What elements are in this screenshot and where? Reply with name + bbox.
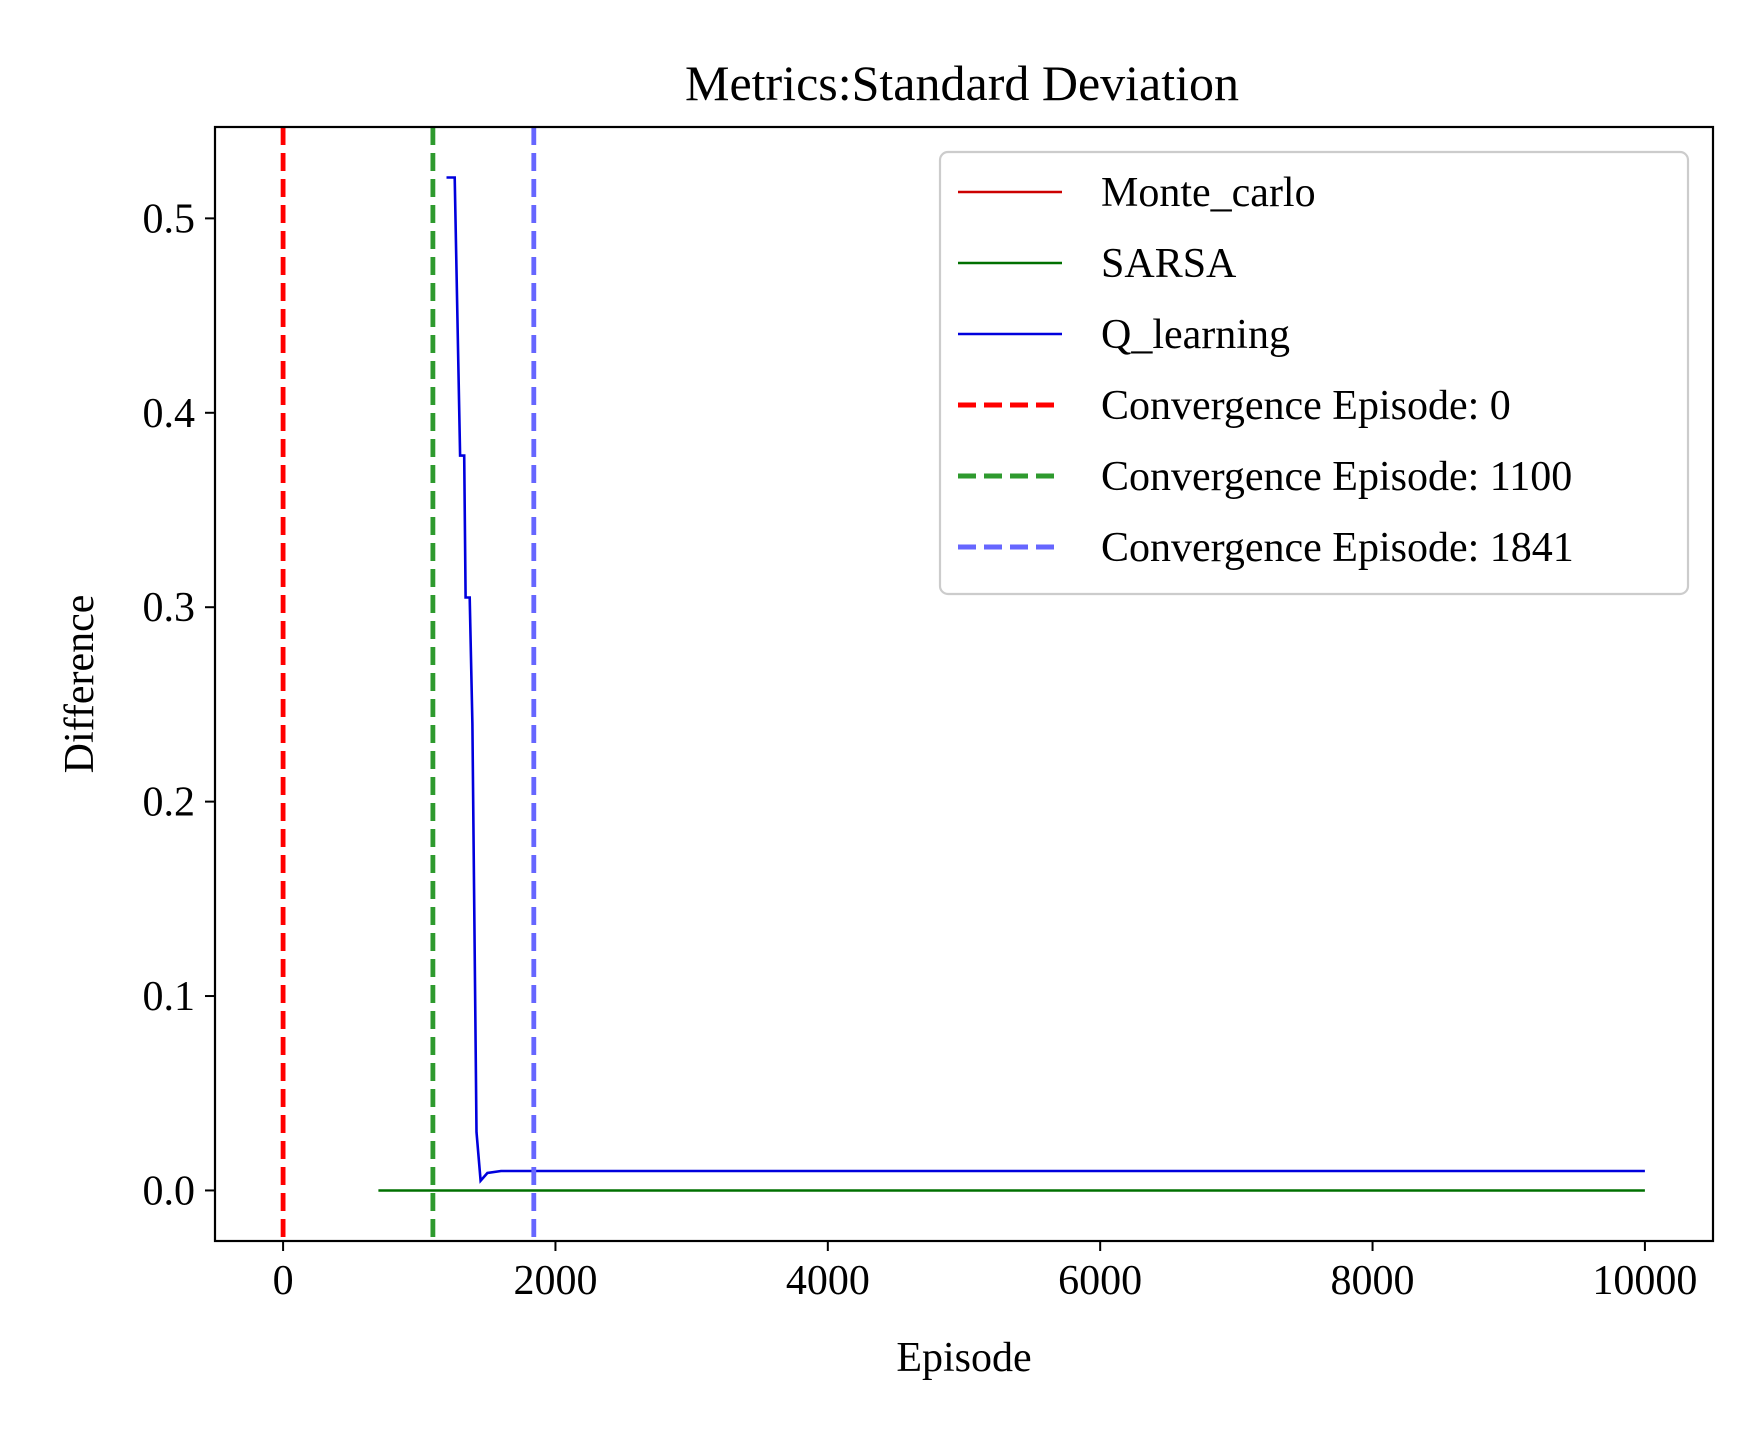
series-line-q-learning bbox=[446, 176, 1645, 1184]
x-tick-label: 10000 bbox=[1592, 1258, 1697, 1304]
chart-title: Metrics:Standard Deviation bbox=[685, 55, 1239, 111]
plot-lines bbox=[280, 127, 1645, 1241]
y-tick-label: 0.1 bbox=[143, 974, 196, 1020]
legend-label: Monte_carlo bbox=[1101, 170, 1316, 216]
y-tick-label: 0.2 bbox=[143, 780, 196, 826]
plot-frame bbox=[213, 125, 1715, 1243]
legend: Monte_carlo SARSA Q_learning Convergence Ep… bbox=[938, 150, 1690, 596]
y-tick-label: 0.5 bbox=[143, 196, 196, 242]
y-tick-label: 0.3 bbox=[143, 585, 196, 631]
y-axis-label: Difference bbox=[57, 595, 103, 774]
y-tick-label: 0.4 bbox=[143, 391, 196, 437]
legend-label: Q_learning bbox=[1101, 312, 1290, 358]
legend-label: Convergence Episode: 1100 bbox=[1101, 454, 1572, 500]
x-axis-label: Episode bbox=[896, 1335, 1031, 1381]
x-tick-label: 0 bbox=[273, 1258, 294, 1304]
legend-frame bbox=[938, 150, 1690, 596]
x-tick-label: 4000 bbox=[786, 1258, 870, 1304]
y-tick-label: 0.0 bbox=[143, 1168, 196, 1214]
legend-label: Convergence Episode: 0 bbox=[1101, 383, 1511, 429]
x-tick-label: 8000 bbox=[1331, 1258, 1415, 1304]
x-axis-ticks: 0 2000 4000 6000 8000 10000 bbox=[273, 1241, 1697, 1304]
legend-label: Convergence Episode: 1841 bbox=[1101, 525, 1574, 571]
y-axis-ticks: 0.0 0.1 0.2 0.3 0.4 0.5 bbox=[143, 196, 215, 1214]
x-tick-label: 6000 bbox=[1058, 1258, 1142, 1304]
legend-label: SARSA bbox=[1101, 241, 1237, 287]
x-tick-label: 2000 bbox=[513, 1258, 597, 1304]
